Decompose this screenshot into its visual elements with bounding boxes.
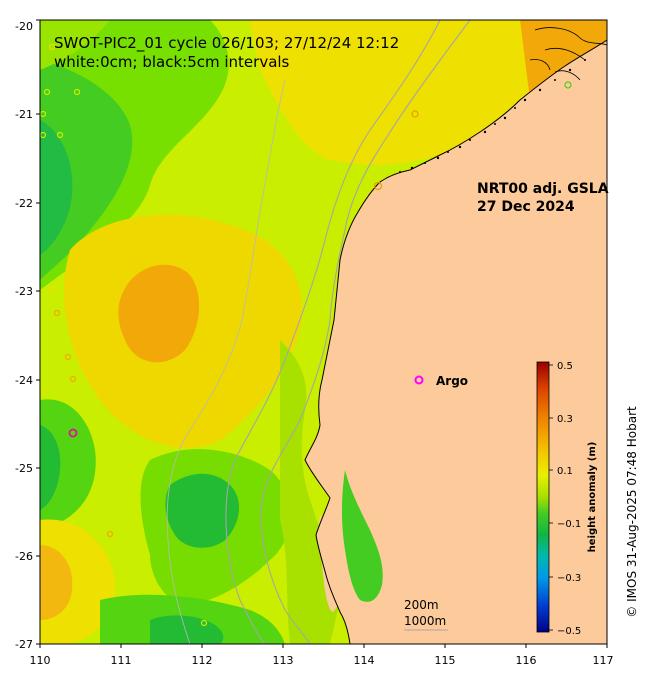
colorbar-title: height anomaly (m) <box>587 442 598 553</box>
plot-frame <box>39 19 608 645</box>
lat-tick-label: -27 <box>15 638 33 651</box>
lon-tick-label: 110 <box>30 654 51 667</box>
colorbar: 0.5 0.3 0.1 −0.1 −0.3 −0.5 height anomal… <box>536 361 598 637</box>
sla-band-green-southwest-core <box>40 425 61 510</box>
colorbar-label: 0.3 <box>557 414 573 425</box>
colorbar-label: 0.1 <box>557 466 573 477</box>
isobath-outer <box>166 79 286 644</box>
coastal-speckles <box>399 59 586 173</box>
axis-ticks <box>36 19 608 648</box>
latitude-labels: -20 -21 -22 -23 -24 -25 -26 -27 <box>15 20 33 651</box>
isobath-200m <box>260 20 471 644</box>
lon-tick-label: 112 <box>192 654 213 667</box>
swot-swath-contours <box>529 27 607 81</box>
product-date: 27 Dec 2024 <box>477 199 575 215</box>
colorbar-gradient <box>536 361 550 633</box>
lon-tick-label: 117 <box>593 654 614 667</box>
colorbar-label: −0.1 <box>557 519 581 530</box>
sla-band-green-far-south-core <box>150 615 224 644</box>
sla-band-orange-northeast <box>520 20 607 100</box>
sla-band-yellow-north <box>250 20 607 165</box>
longitude-labels: 110 111 112 113 114 115 116 117 <box>30 654 614 667</box>
lon-tick-label: 115 <box>435 654 456 667</box>
colorbar-label: 0.5 <box>557 361 573 372</box>
product-name: NRT00 adj. GSLA <box>477 181 609 197</box>
sla-band-green-south-inner <box>165 473 240 548</box>
lat-tick-label: -25 <box>15 462 33 475</box>
isobath-1000-label: 1000m <box>404 614 446 628</box>
colorbar-label: −0.3 <box>557 573 581 584</box>
shark-bay-peninsula <box>319 515 341 612</box>
coastline <box>304 39 607 644</box>
copyright-notice: © IMOS 31-Aug-2025 07:48 Hobart <box>625 406 639 618</box>
colorbar-label: −0.5 <box>557 626 581 637</box>
sla-band-green-west-core <box>40 120 73 255</box>
landmass-western-australia <box>305 40 607 644</box>
lat-tick-label: -24 <box>15 374 33 387</box>
plot-area <box>40 20 607 644</box>
map-title-line1: SWOT-PIC2_01 cycle 026/103; 27/12/24 12:… <box>54 34 399 53</box>
shark-bay-inlet <box>341 470 383 602</box>
isobath-1000m <box>225 20 441 644</box>
lon-tick-label: 114 <box>354 654 375 667</box>
lon-tick-label: 111 <box>111 654 132 667</box>
lat-tick-label: -26 <box>15 550 33 563</box>
sla-band-green-top-left <box>40 20 110 70</box>
isobath-200-label: 200m <box>404 598 439 612</box>
lon-tick-label: 116 <box>516 654 537 667</box>
landmass-exmouth-peninsula <box>363 190 381 247</box>
argo-legend-label: Argo <box>436 374 468 388</box>
sla-band-orange-southwest <box>40 545 73 620</box>
argo-float-marker <box>68 428 78 438</box>
sla-band-orange-central <box>118 264 200 363</box>
lat-tick-label: -23 <box>15 285 33 298</box>
lat-tick-label: -22 <box>15 197 33 210</box>
sla-band-green-southwest <box>40 399 96 530</box>
lon-tick-label: 113 <box>273 654 294 667</box>
argo-legend-marker <box>414 375 424 385</box>
lat-tick-label: -21 <box>15 108 33 121</box>
map-title-line2: white:0cm; black:5cm intervals <box>54 53 290 71</box>
lat-tick-label: -20 <box>15 20 33 33</box>
